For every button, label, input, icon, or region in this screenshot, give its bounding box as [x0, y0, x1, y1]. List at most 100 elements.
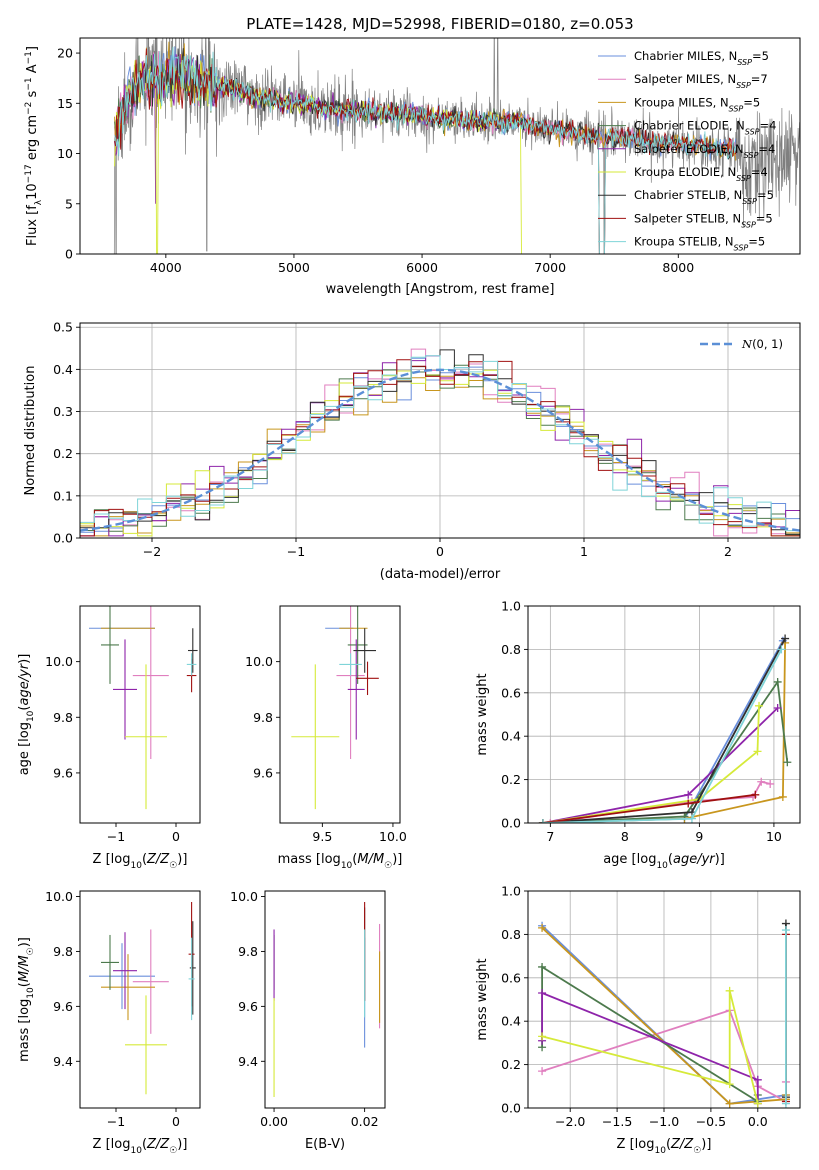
y-tick-label: 9.8 — [238, 944, 258, 959]
x-tick-label: 5000 — [278, 260, 310, 275]
plot-area — [538, 919, 790, 1108]
y-tick-label: 10.0 — [45, 889, 73, 904]
y-tick-label: 10 — [57, 146, 73, 161]
legend-text-part: N — [741, 337, 753, 351]
y-axis-label-part: mass weight — [475, 958, 490, 1040]
error-bar-point — [113, 932, 137, 1010]
error-bar-point — [347, 639, 365, 740]
x-axis-label-part: 10 — [654, 1146, 666, 1156]
y-axis-label-part: ( — [17, 982, 32, 987]
x-tick-label: 1 — [580, 544, 588, 559]
x-axis-label-part: ( — [142, 1137, 147, 1152]
mass-weight-series-line — [541, 991, 759, 1104]
x-axis-label-part: mass [log — [278, 852, 341, 867]
x-tick-label: −0.5 — [696, 1114, 726, 1129]
x-tick-label: 7 — [546, 829, 554, 844]
mass-weight-marker — [538, 1032, 547, 1041]
gaussian-reference-curve — [80, 368, 800, 532]
x-axis-label: Z [log10(Z/Z☉)] — [93, 1137, 188, 1156]
error-bar-point — [89, 943, 155, 1010]
y-tick-label: 1.0 — [501, 599, 521, 614]
error-bar-point — [188, 628, 198, 673]
legend-subscript: SSP — [736, 174, 751, 183]
y-axis-label-part: −2 — [24, 102, 34, 115]
x-tick-label: 0.0 — [748, 1114, 768, 1129]
x-tick-label: 0 — [172, 829, 180, 844]
x-axis-label: wavelength [Angstrom, rest frame] — [326, 282, 555, 297]
x-axis-label-part: ( — [352, 852, 357, 867]
x-axis-label-part: ( — [142, 852, 147, 867]
legend-entry: Kroupa MILES, NSSP=5 — [634, 95, 760, 113]
x-axis-label-part: M/M — [357, 852, 384, 867]
mass-weight-marker — [684, 799, 693, 808]
legend-text-part: Salpeter MILES, N — [634, 72, 736, 86]
error-bar-point — [101, 934, 119, 990]
y-tick-label: 0.5 — [53, 320, 73, 335]
x-tick-label: 0.02 — [351, 1114, 379, 1129]
y-axis-label-part: )] — [17, 937, 32, 947]
y-tick-label: 9.6 — [238, 999, 258, 1014]
mass-weight-marker — [783, 758, 792, 767]
x-axis-label-part: ( — [666, 1137, 671, 1152]
x-axis-label: Z [log10(Z/Z☉)] — [93, 852, 188, 871]
age-vs-mass-panel: 9.5 10.0 9.6 9.8 10.0 mass [log10(M/M☉)] — [245, 605, 407, 871]
axes-frame — [79, 605, 201, 824]
legend-entry: Kroupa ELODIE, NSSP=4 — [634, 165, 768, 183]
x-axis-label-part: ☉ — [169, 1146, 177, 1156]
plot-area — [89, 901, 196, 1095]
mass-weight-marker — [773, 677, 782, 686]
y-tick-label: 9.6 — [253, 765, 273, 780]
y-axis-label: mass weight — [475, 958, 490, 1040]
mass-weight-marker — [781, 926, 790, 935]
legend-text-part: =5 — [748, 235, 765, 249]
y-axis-label-part: s — [25, 90, 40, 101]
axes-frame — [79, 37, 801, 255]
legend-text-part: Salpeter STELIB, N — [634, 211, 741, 225]
legend-text-part: Chabrier STELIB, N — [634, 188, 742, 202]
x-tick-label: −1 — [107, 1114, 125, 1129]
x-axis-label-part: ☉ — [384, 861, 392, 871]
x-tick-label: −1.5 — [602, 1114, 632, 1129]
plot-area — [89, 606, 198, 810]
gridlines — [528, 890, 800, 1109]
x-axis-label: age [log10(age/yr)] — [603, 852, 725, 871]
y-tick-label: 20 — [57, 46, 73, 61]
mass-weight-marker — [781, 634, 790, 643]
x-tick-label: −1.0 — [649, 1114, 679, 1129]
y-tick-label: 0.3 — [53, 404, 73, 419]
mass-weight-vs-metallicity-panel: −2.0 −1.5 −1.0 −0.5 0.0 0.0 0.2 0.4 0.6 0.8 1.0 Z [… — [475, 884, 801, 1156]
y-axis-label-part: A — [25, 64, 40, 77]
error-bar-point — [101, 954, 155, 1021]
y-axis-label-part: −1 — [24, 77, 34, 90]
axes-frame — [527, 605, 801, 824]
error-bar-point — [132, 606, 169, 760]
error-bar-point — [188, 937, 195, 1021]
y-tick-label: 0.4 — [501, 1014, 521, 1029]
mass-weight-marker — [781, 1099, 790, 1108]
error-bar-point — [189, 921, 196, 1015]
error-bar-point — [291, 664, 340, 810]
model-spectrum-line — [114, 60, 525, 254]
x-tick-label: −1 — [287, 544, 305, 559]
legend-subscript: SSP — [736, 81, 751, 90]
error-bar-point — [353, 628, 376, 673]
x-axis-label-part: Z/Z — [146, 852, 170, 867]
y-axis-label: Flux [fλ10−17 erg cm−2 s−1 A−1] — [24, 46, 44, 246]
y-tick-label: 9.6 — [53, 999, 73, 1014]
y-tick-label: 1.0 — [501, 884, 521, 899]
error-bar-point — [101, 606, 119, 684]
y-axis-label: mass [log10(M/M☉)] — [17, 937, 36, 1062]
y-axis-label-part: mass weight — [475, 673, 490, 755]
legend-subscript: SSP — [745, 127, 760, 136]
y-axis-label-part: λ — [34, 199, 44, 205]
mass-weight-series-line — [542, 679, 789, 823]
y-tick-label: 0.0 — [501, 1101, 521, 1116]
axes-frame — [279, 605, 401, 824]
y-axis-label-part: −1 — [24, 51, 34, 64]
x-axis-label-part: E(B-V) — [305, 1137, 345, 1152]
y-tick-label: 0.8 — [501, 642, 521, 657]
x-tick-label: 4000 — [150, 260, 182, 275]
x-tick-label: 10.0 — [379, 829, 407, 844]
x-axis-label-part: ( — [668, 852, 673, 867]
